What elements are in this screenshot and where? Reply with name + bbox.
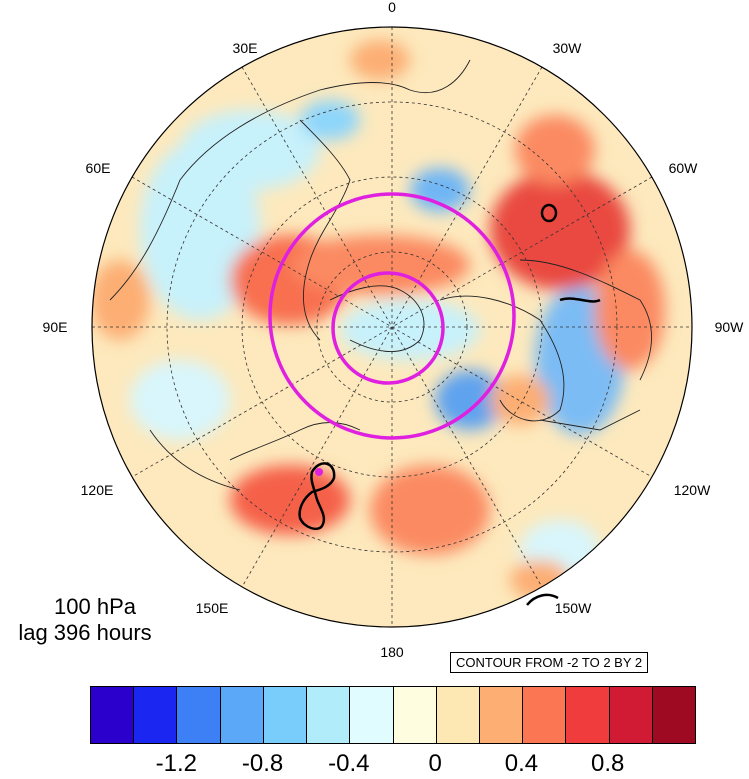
contour-info-box: CONTOUR FROM -2 TO 2 BY 2 [450, 652, 649, 673]
colorbar-swatch [134, 687, 178, 743]
colorbar-swatch [609, 687, 653, 743]
colorbar-swatch [91, 687, 135, 743]
colorbar-tick-label: -0.4 [328, 750, 370, 777]
lon-label-150w: 150W [554, 600, 592, 616]
lon-label-30e: 30E [232, 40, 258, 56]
anomaly-field [92, 27, 692, 627]
coastlines [109, 59, 652, 491]
lon-label-60e: 60E [85, 160, 111, 176]
colorbar-swatch [177, 687, 221, 743]
lon-label-120w: 120W [673, 482, 711, 498]
lon-label-30w: 30W [552, 40, 582, 56]
colorbar-tick-label: -0.8 [241, 750, 284, 777]
magenta-reference-circles [268, 192, 516, 440]
colorbar-swatch [263, 687, 308, 743]
colorbar-tick-label: 0 [428, 750, 442, 777]
colorbar [90, 686, 696, 744]
colorbar-swatch [479, 687, 524, 743]
lon-label-60w: 60W [668, 160, 698, 176]
lon-label-120e: 120E [80, 482, 114, 498]
colorbar-swatch [220, 687, 264, 743]
magenta-marker [315, 468, 323, 476]
colorbar-swatch [523, 687, 567, 743]
map-boundary [91, 26, 693, 628]
colorbar-swatch [350, 687, 394, 743]
lon-label-150e: 150E [195, 600, 229, 616]
graticule [92, 27, 692, 627]
colorbar-swatch [652, 687, 696, 743]
colorbar-tick-label: 0.8 [591, 750, 625, 777]
caption-lag: lag 396 hours [18, 620, 152, 645]
colorbar-swatch [307, 687, 351, 743]
colorbar-swatch [566, 687, 610, 743]
colorbar-tick-label: -1.2 [155, 750, 197, 777]
colorbar-swatch [436, 687, 480, 743]
colorbar-swatch [393, 687, 437, 743]
lon-label-90w: 90W [714, 319, 744, 335]
caption-level: 100 hPa [54, 594, 136, 619]
colorbar-tick-label: 0.4 [504, 750, 539, 777]
lon-label-90e: 90E [42, 319, 68, 335]
lon-label-180: 180 [380, 644, 404, 660]
black-contours [298, 203, 601, 606]
lon-label-0: 0 [388, 0, 396, 15]
